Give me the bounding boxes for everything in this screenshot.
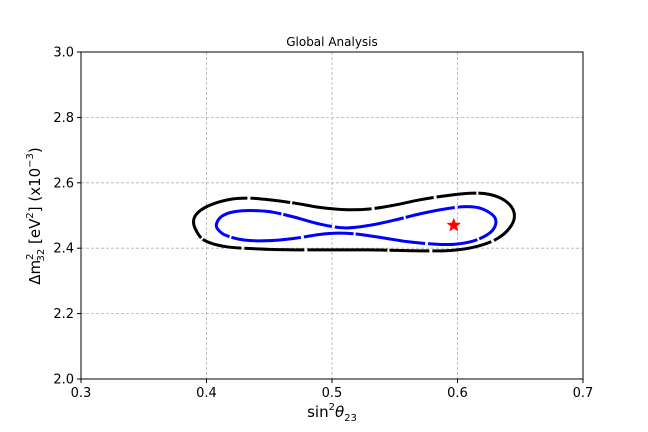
x-tick-label: 0.3 [71,386,92,401]
x-tick-label: 0.4 [196,386,217,401]
x-tick-label: 0.5 [322,386,343,401]
grid [80,51,584,380]
markers [446,217,462,232]
chart-title: Global Analysis [286,35,378,49]
y-tick-label: 2.8 [53,111,74,126]
y-tick-label: 2.0 [53,373,74,388]
x-tick-label: 0.7 [573,386,594,401]
contours [192,191,516,253]
contour-outer [192,191,516,253]
y-axis-label: Δm232 [eV2] (x10−3) [25,147,47,285]
y-tick-label: 2.6 [53,176,74,191]
x-ticks: 0.3 0.4 0.5 0.6 0.7 [71,379,594,401]
y-ticks: 2.0 2.2 2.4 2.6 2.8 3.0 [53,46,81,388]
y-tick-label: 3.0 [53,46,74,61]
contour-inner [214,205,498,247]
x-axis-label: sin2θ23 [307,402,357,424]
y-tick-label: 2.2 [53,307,74,322]
y-tick-label: 2.4 [53,242,74,257]
x-tick-label: 0.6 [447,386,468,401]
best-fit-star-marker [446,217,462,232]
